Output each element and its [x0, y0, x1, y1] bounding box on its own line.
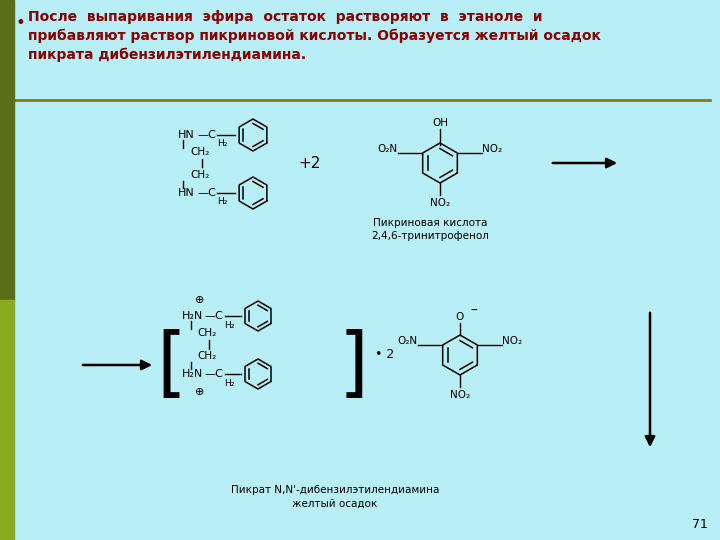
- Text: H₂: H₂: [224, 321, 235, 329]
- Text: H₂: H₂: [217, 138, 228, 147]
- Text: Пикриновая кислота: Пикриновая кислота: [373, 218, 487, 228]
- Text: O₂N: O₂N: [378, 144, 398, 154]
- Text: —C: —C: [197, 130, 216, 140]
- Text: CH₂: CH₂: [190, 170, 210, 180]
- Text: O: O: [456, 312, 464, 322]
- Text: ⊕: ⊕: [195, 387, 204, 397]
- Text: H₂N: H₂N: [181, 311, 203, 321]
- Text: • 2: • 2: [375, 348, 395, 361]
- Text: желтый осадок: желтый осадок: [292, 499, 377, 509]
- Text: NO₂: NO₂: [502, 336, 522, 346]
- Text: H₂N: H₂N: [181, 369, 203, 379]
- Text: –: –: [471, 304, 477, 318]
- Bar: [0, 0, 14, 300]
- Text: ⊕: ⊕: [195, 295, 204, 305]
- Text: CH₂: CH₂: [197, 328, 216, 338]
- Text: —C: —C: [204, 311, 223, 321]
- Text: +2: +2: [299, 156, 321, 171]
- Text: NO₂: NO₂: [450, 390, 470, 400]
- Text: H₂: H₂: [224, 379, 235, 388]
- Bar: [0, 300, 14, 540]
- Text: HN: HN: [179, 188, 195, 198]
- Text: 71: 71: [692, 517, 708, 530]
- Text: После  выпаривания  эфира  остаток  растворяют  в  этаноле  и: После выпаривания эфира остаток растворя…: [28, 10, 542, 24]
- Text: —C: —C: [204, 369, 223, 379]
- Text: HN: HN: [179, 130, 195, 140]
- Text: Пикрат N,N'-дибензилэтилендиамина: Пикрат N,N'-дибензилэтилендиамина: [231, 485, 439, 495]
- Text: 2,4,6-тринитрофенол: 2,4,6-тринитрофенол: [371, 231, 489, 241]
- Text: —C: —C: [197, 188, 216, 198]
- Text: прибавляют раствор пикриновой кислоты. Образуется желтый осадок: прибавляют раствор пикриновой кислоты. О…: [28, 29, 601, 43]
- Text: NO₂: NO₂: [482, 144, 502, 154]
- Text: CH₂: CH₂: [190, 147, 210, 157]
- Text: CH₂: CH₂: [197, 351, 216, 361]
- Text: NO₂: NO₂: [430, 198, 450, 208]
- Text: O₂N: O₂N: [398, 336, 418, 346]
- Text: •: •: [16, 14, 26, 32]
- Text: пикрата дибензилэтилендиамина.: пикрата дибензилэтилендиамина.: [28, 48, 306, 62]
- Text: ]: ]: [338, 329, 368, 403]
- Text: H₂: H₂: [217, 197, 228, 206]
- Text: [: [: [156, 329, 186, 403]
- Text: OH: OH: [432, 118, 448, 128]
